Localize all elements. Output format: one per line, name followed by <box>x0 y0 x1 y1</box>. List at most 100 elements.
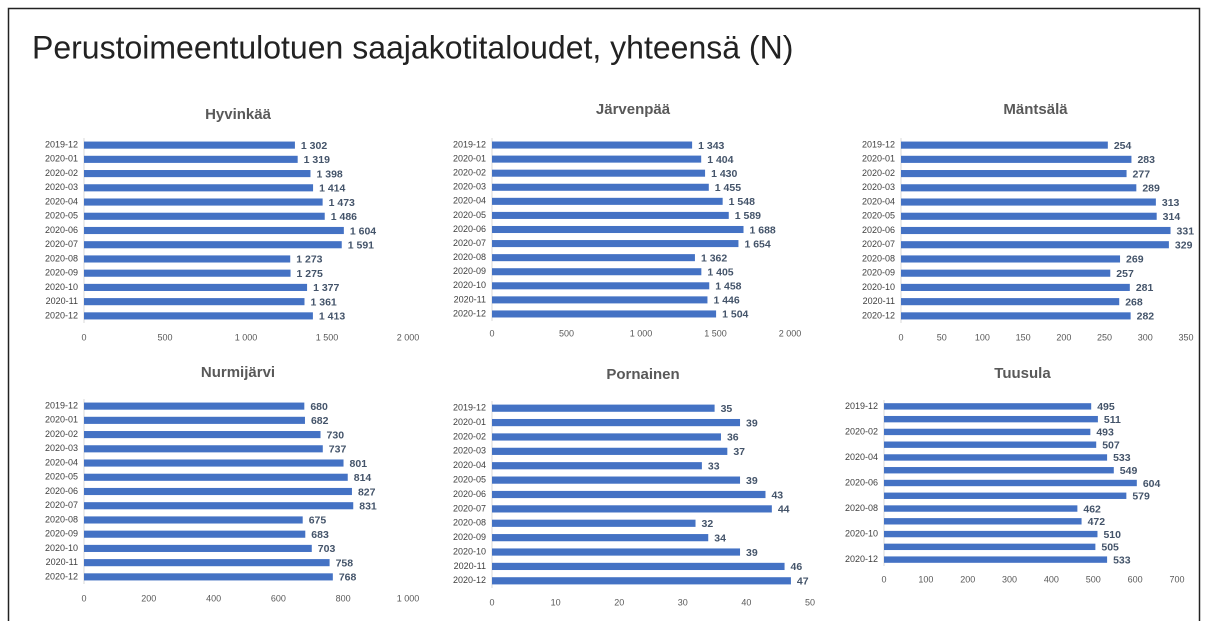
bar <box>492 577 791 585</box>
x-tick-label: 100 <box>918 574 933 584</box>
category-label: 2020-01 <box>453 153 486 163</box>
panel-title: Hyvinkää <box>205 106 272 123</box>
category-label: 2020-11 <box>46 557 78 567</box>
x-tick-label: 50 <box>805 597 815 607</box>
value-label: 329 <box>1175 240 1193 252</box>
category-label: 2020-11 <box>46 296 78 306</box>
bar <box>492 225 744 234</box>
category-label: 2019-12 <box>453 403 486 413</box>
category-label: 2020-12 <box>845 554 878 564</box>
category-label: 2020-10 <box>45 282 78 292</box>
bar <box>901 298 1120 306</box>
bar <box>84 155 298 163</box>
category-label: 2019-12 <box>862 139 895 149</box>
value-label: 1 405 <box>707 267 733 279</box>
bar <box>901 184 1137 192</box>
x-tick-label: 0 <box>81 593 86 603</box>
bar <box>84 170 311 178</box>
value-label: 495 <box>1097 401 1115 413</box>
value-label: 1 486 <box>331 211 357 223</box>
value-label: 268 <box>1125 296 1143 308</box>
value-label: 1 688 <box>750 224 776 236</box>
category-label: 2020-03 <box>45 182 78 192</box>
x-tick-label: 0 <box>81 332 86 342</box>
value-label: 1 589 <box>735 210 761 222</box>
bar <box>492 197 723 205</box>
category-label: 2020-08 <box>862 253 895 263</box>
value-label: 1 275 <box>297 268 323 280</box>
x-tick-label: 700 <box>1169 574 1184 584</box>
bar <box>492 433 721 441</box>
category-label: 2020-02 <box>862 168 895 178</box>
bar <box>901 141 1108 149</box>
bar <box>84 416 305 424</box>
value-label: 33 <box>708 461 720 473</box>
value-label: 1 404 <box>707 154 733 166</box>
category-label: 2020-04 <box>862 196 895 206</box>
category-label: 2019-12 <box>45 139 78 149</box>
category-label: 2020-05 <box>862 211 895 221</box>
value-label: 510 <box>1103 529 1121 541</box>
category-label: 2020-07 <box>45 500 78 510</box>
value-label: 682 <box>311 415 329 427</box>
value-label: 1 413 <box>319 311 345 323</box>
value-label: 283 <box>1137 154 1155 166</box>
bar <box>492 519 696 527</box>
bar <box>884 428 1091 436</box>
value-label: 507 <box>1102 439 1120 451</box>
value-label: 1 361 <box>310 296 336 308</box>
category-label: 2020-06 <box>862 225 895 235</box>
value-label: 1 430 <box>711 168 737 180</box>
value-label: 462 <box>1083 503 1101 515</box>
value-label: 1 362 <box>701 252 727 264</box>
category-label: 2020-09 <box>45 268 78 278</box>
category-label: 2020-05 <box>453 210 486 220</box>
value-label: 1 302 <box>301 140 327 152</box>
x-tick-label: 600 <box>1128 574 1143 584</box>
bar <box>84 283 308 291</box>
category-label: 2020-04 <box>45 457 78 467</box>
category-label: 2020-08 <box>45 514 78 524</box>
bar <box>84 559 330 567</box>
x-tick-label: 500 <box>559 328 574 338</box>
category-label: 2020-01 <box>45 415 78 425</box>
category-label: 2020-06 <box>845 477 878 487</box>
x-tick-label: 1 000 <box>630 328 653 338</box>
x-tick-label: 1 000 <box>397 593 420 603</box>
bar <box>84 198 323 206</box>
bar <box>901 269 1111 277</box>
category-label: 2020-07 <box>453 238 486 248</box>
x-tick-label: 250 <box>1097 332 1112 342</box>
value-label: 254 <box>1114 140 1132 152</box>
value-label: 37 <box>733 446 745 458</box>
category-label: 2020-04 <box>453 460 486 470</box>
value-label: 1 343 <box>698 140 724 152</box>
value-label: 683 <box>311 529 329 541</box>
category-label: 2020-09 <box>453 266 486 276</box>
value-label: 1 504 <box>722 309 748 321</box>
value-label: 1 446 <box>713 295 739 307</box>
category-label: 2020-06 <box>453 489 486 499</box>
category-label: 2020-12 <box>45 310 78 320</box>
value-label: 533 <box>1113 554 1131 566</box>
x-tick-label: 400 <box>1044 574 1059 584</box>
category-label: 2019-12 <box>845 401 878 411</box>
bar <box>492 268 702 276</box>
bar <box>492 296 708 304</box>
bar <box>884 492 1127 499</box>
category-label: 2020-04 <box>845 452 878 462</box>
value-label: 758 <box>336 557 354 569</box>
value-label: 47 <box>797 576 809 588</box>
x-tick-label: 200 <box>960 574 975 584</box>
value-label: 604 <box>1143 478 1161 490</box>
bar <box>884 530 1098 538</box>
value-label: 331 <box>1177 225 1195 237</box>
value-label: 1 548 <box>729 196 755 208</box>
bar <box>901 226 1171 235</box>
bar <box>884 441 1097 448</box>
bar <box>884 467 1114 474</box>
bar <box>492 418 741 427</box>
category-label: 2020-05 <box>45 211 78 221</box>
category-label: 2020-11 <box>454 294 486 304</box>
